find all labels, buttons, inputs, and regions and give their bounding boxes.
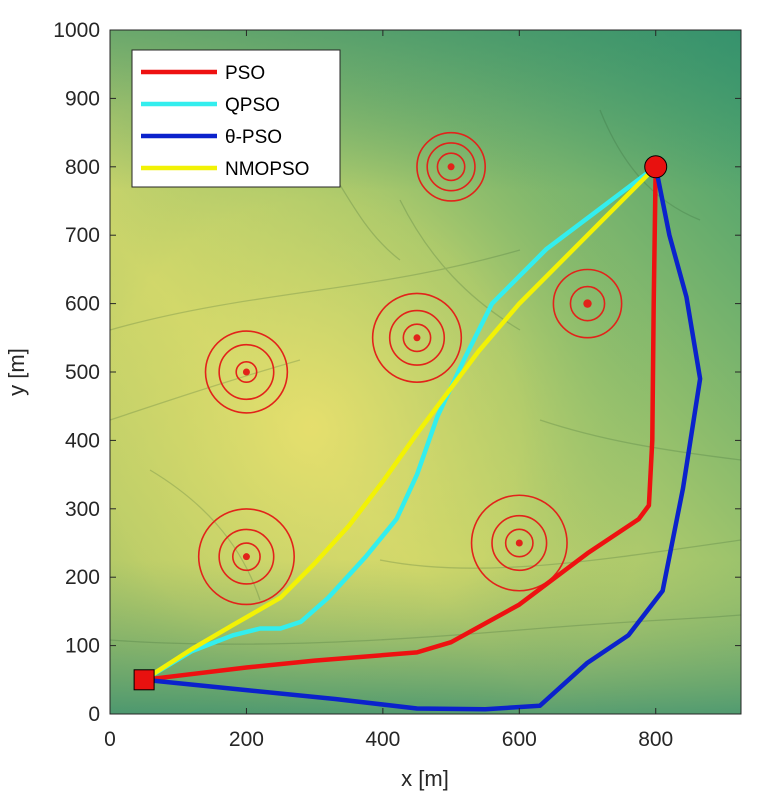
threat-ring bbox=[371, 292, 463, 383]
legend: PSO QPSO θ-PSO NMOPSO bbox=[131, 49, 341, 188]
threat-ring bbox=[504, 528, 534, 558]
x-axis-label: x [m] bbox=[401, 766, 449, 791]
threat-ring bbox=[197, 508, 295, 606]
threat-center bbox=[515, 539, 523, 547]
x-tick-label: 800 bbox=[638, 728, 673, 751]
y-tick-label: 700 bbox=[65, 224, 100, 247]
y-tick-label: 300 bbox=[65, 498, 100, 521]
x-tick-label: 600 bbox=[502, 728, 537, 751]
threat-layer bbox=[197, 131, 623, 606]
x-axis: 0 200 400 600 800 bbox=[104, 30, 673, 751]
threat-ring bbox=[552, 268, 623, 339]
threat-ring bbox=[491, 514, 548, 572]
threat-center bbox=[242, 553, 250, 561]
y-tick-label: 400 bbox=[65, 429, 100, 452]
threat-ring bbox=[235, 360, 258, 384]
threat-ring bbox=[388, 309, 446, 366]
marker-layer bbox=[133, 155, 668, 691]
legend-label: NMOPSO bbox=[225, 159, 309, 180]
threat-ring bbox=[218, 528, 275, 585]
y-tick-label: 1000 bbox=[53, 19, 100, 42]
threat-ring bbox=[436, 152, 466, 182]
threat-center bbox=[584, 300, 592, 308]
series-line-pso bbox=[141, 164, 658, 683]
y-tick-label: 200 bbox=[65, 566, 100, 589]
x-tick-label: 400 bbox=[365, 728, 400, 751]
series-line-qpso bbox=[141, 164, 658, 683]
threat-ring bbox=[218, 343, 275, 401]
y-axis-label: y [m] bbox=[4, 348, 29, 396]
start-marker bbox=[133, 669, 155, 691]
y-tick-label: 800 bbox=[65, 156, 100, 179]
y-tick-label: 100 bbox=[65, 635, 100, 658]
threat-ring bbox=[231, 542, 261, 572]
series-line--pso bbox=[141, 164, 703, 712]
threat-center bbox=[242, 368, 250, 376]
legend-label: QPSO bbox=[225, 95, 280, 116]
threat-ring bbox=[416, 131, 486, 202]
x-tick-label: 200 bbox=[229, 728, 264, 751]
series-layer bbox=[141, 164, 703, 712]
threat-center bbox=[447, 163, 455, 171]
goal-marker bbox=[644, 155, 668, 179]
y-tick-label: 900 bbox=[65, 87, 100, 110]
threat-ring bbox=[426, 142, 476, 192]
threat-ring bbox=[569, 285, 606, 322]
x-tick-label: 0 bbox=[104, 728, 116, 751]
legend-label: θ-PSO bbox=[225, 127, 282, 148]
y-tick-label: 0 bbox=[88, 703, 100, 726]
threat-center bbox=[413, 334, 421, 342]
y-axis: 0 100 200 300 400 500 600 700 800 900 1000 bbox=[53, 19, 741, 726]
series-line-nmopso bbox=[141, 164, 658, 683]
legend-label: PSO bbox=[225, 63, 265, 84]
threat-ring bbox=[204, 330, 289, 414]
y-tick-label: 600 bbox=[65, 293, 100, 316]
threat-ring bbox=[470, 494, 568, 592]
threat-ring bbox=[402, 323, 432, 353]
y-tick-label: 500 bbox=[65, 361, 100, 384]
